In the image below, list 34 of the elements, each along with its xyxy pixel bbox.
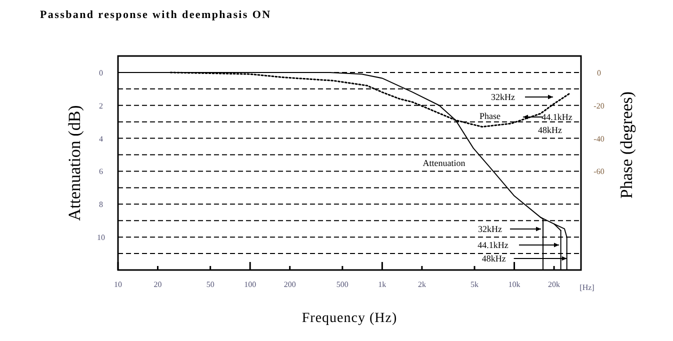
y2-tick-label: -20: [594, 101, 604, 110]
annotation: 44.1kHz: [478, 240, 508, 250]
annotation: 48kHz: [538, 125, 562, 135]
y-tick-label: 10: [97, 233, 105, 242]
x-tick-label: 500: [336, 280, 348, 289]
x-tick-label: 20: [154, 280, 162, 289]
text: [Hz]: [580, 283, 595, 292]
y-tick-label: 4: [99, 134, 103, 144]
x-tick-label: 200: [284, 280, 296, 289]
x-tick-label: 100: [244, 280, 256, 289]
chart-title: Passband response with deemphasis ON: [40, 9, 272, 21]
y-axis-title: Attenuation (dB): [65, 105, 84, 221]
y2-tick-label: -60: [594, 167, 604, 176]
x-tick-label: 20k: [548, 280, 560, 289]
y2-tick-label: 0: [597, 68, 601, 78]
annotation: 32kHz: [491, 92, 515, 102]
x-tick-label: 5k: [470, 280, 479, 289]
annotation: 32kHz: [478, 224, 502, 234]
annotation: Phase: [480, 111, 500, 121]
x-tick-label: 1k: [378, 280, 386, 289]
y-tick-label: 6: [99, 167, 103, 176]
y-tick-label: 2: [99, 101, 103, 110]
x-tick-label: 10k: [508, 280, 520, 289]
annotation: Attenuation: [422, 158, 466, 168]
x-tick-label: 50: [206, 280, 214, 289]
annotation: 44.1kHz: [542, 112, 572, 122]
y2-axis-title: Phase (degrees): [617, 91, 636, 199]
x-tick-label: 2k: [418, 280, 426, 289]
x-axis-title: Frequency (Hz): [302, 311, 398, 326]
annotation: 48kHz: [482, 253, 506, 264]
y-tick-label: 0: [99, 68, 103, 78]
x-tick-label: 10: [114, 280, 122, 289]
y-tick-label: 8: [99, 200, 103, 210]
y2-tick-label: -40: [594, 134, 604, 144]
